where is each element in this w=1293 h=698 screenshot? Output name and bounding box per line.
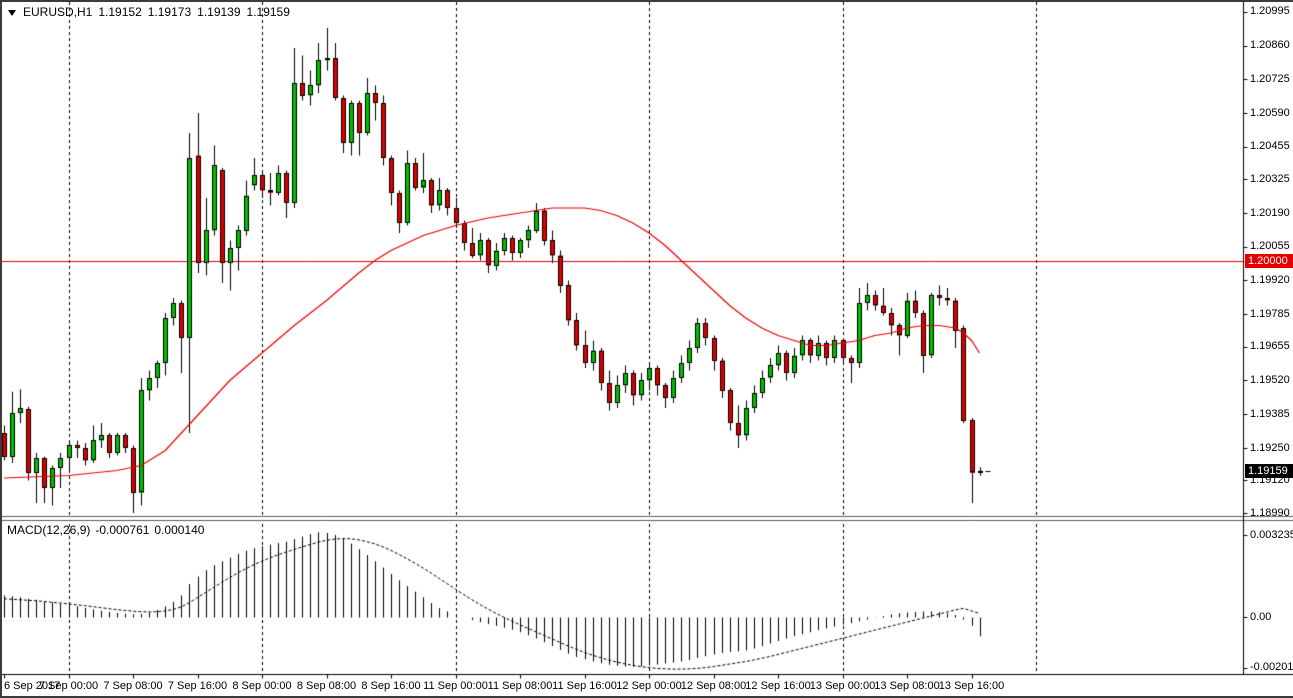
time-axis-label: 8 Sep 08:00	[296, 680, 357, 692]
close-value: 1.19159	[246, 5, 290, 19]
time-axis-label: 12 Sep 16:00	[745, 680, 811, 692]
time-axis-label: 13 Sep 00:00	[809, 680, 876, 692]
time-axis-label: 7 Sep 16:00	[167, 680, 228, 692]
price-axis-label: 1.19655	[1250, 340, 1290, 353]
macd-main-value: -0.000761	[95, 523, 150, 537]
macd-name: MACD(12,26,9)	[7, 523, 91, 537]
bid-price-tag: 1.19159	[1245, 463, 1293, 478]
price-axis-label: 1.20325	[1250, 172, 1290, 185]
hline-price-tag: 1.20000	[1245, 253, 1293, 268]
price-axis-label: 1.19920	[1250, 274, 1290, 286]
time-axis-label: 7 Sep 00:00	[38, 680, 99, 692]
time-axis-label: 13 Sep 08:00	[874, 680, 940, 692]
price-axis-label: 1.20190	[1250, 206, 1290, 219]
time-axis-label: 6 Sep 2017	[4, 680, 61, 692]
time-axis-label: 11 Sep 08:00	[487, 680, 553, 692]
price-axis-label: 1.20725	[1250, 72, 1290, 85]
price-axis-label: 1.19785	[1250, 307, 1290, 320]
symbol-timeframe-label: EURUSD,H1	[23, 5, 93, 19]
price-axis-label: 1.19250	[1250, 441, 1290, 454]
price-axis-label: 1.20055	[1250, 240, 1290, 253]
time-axis-label: 7 Sep 08:00	[103, 680, 163, 692]
price-axis-label: 1.20590	[1250, 106, 1290, 119]
window-frame-bottom	[0, 696, 1293, 698]
open-value: 1.19152	[98, 5, 142, 19]
time-axis-label: 13 Sep 16:00	[938, 680, 1005, 692]
time-axis-label: 11 Sep 00:00	[423, 680, 488, 692]
window-frame-left	[0, 0, 2, 698]
macd-axis-label: -0.002014	[1250, 661, 1293, 674]
time-axis-label: 12 Sep 08:00	[680, 680, 747, 692]
time-axis-label: 11 Sep 16:00	[552, 680, 617, 692]
price-axis-label: 1.20455	[1250, 140, 1290, 153]
price-axis-label: 1.20995	[1250, 5, 1290, 18]
chevron-down-icon[interactable]	[8, 9, 16, 16]
macd-indicator-label: MACD(12,26,9) -0.000761 0.000140	[7, 523, 204, 537]
macd-axis-label: 0.003235	[1250, 528, 1293, 541]
window-frame-top	[0, 0, 1293, 2]
price-axis-label: 1.19385	[1250, 407, 1290, 420]
low-value: 1.19139	[197, 5, 241, 19]
price-axis-label: 1.18990	[1250, 506, 1290, 519]
price-axis-label: 1.19520	[1250, 374, 1290, 386]
time-axis-label: 8 Sep 00:00	[232, 680, 292, 692]
high-value: 1.19173	[147, 5, 192, 19]
symbol-ohlc-header: EURUSD,H1 1.19152 1.19173 1.19139 1.19159	[8, 5, 290, 19]
price-axis-label: 1.20860	[1250, 39, 1290, 51]
time-axis-label: 8 Sep 16:00	[361, 680, 421, 692]
macd-signal-value: 0.000140	[154, 523, 205, 537]
time-axis-label: 12 Sep 00:00	[616, 680, 682, 692]
macd-axis-label: 0.00	[1250, 610, 1272, 623]
